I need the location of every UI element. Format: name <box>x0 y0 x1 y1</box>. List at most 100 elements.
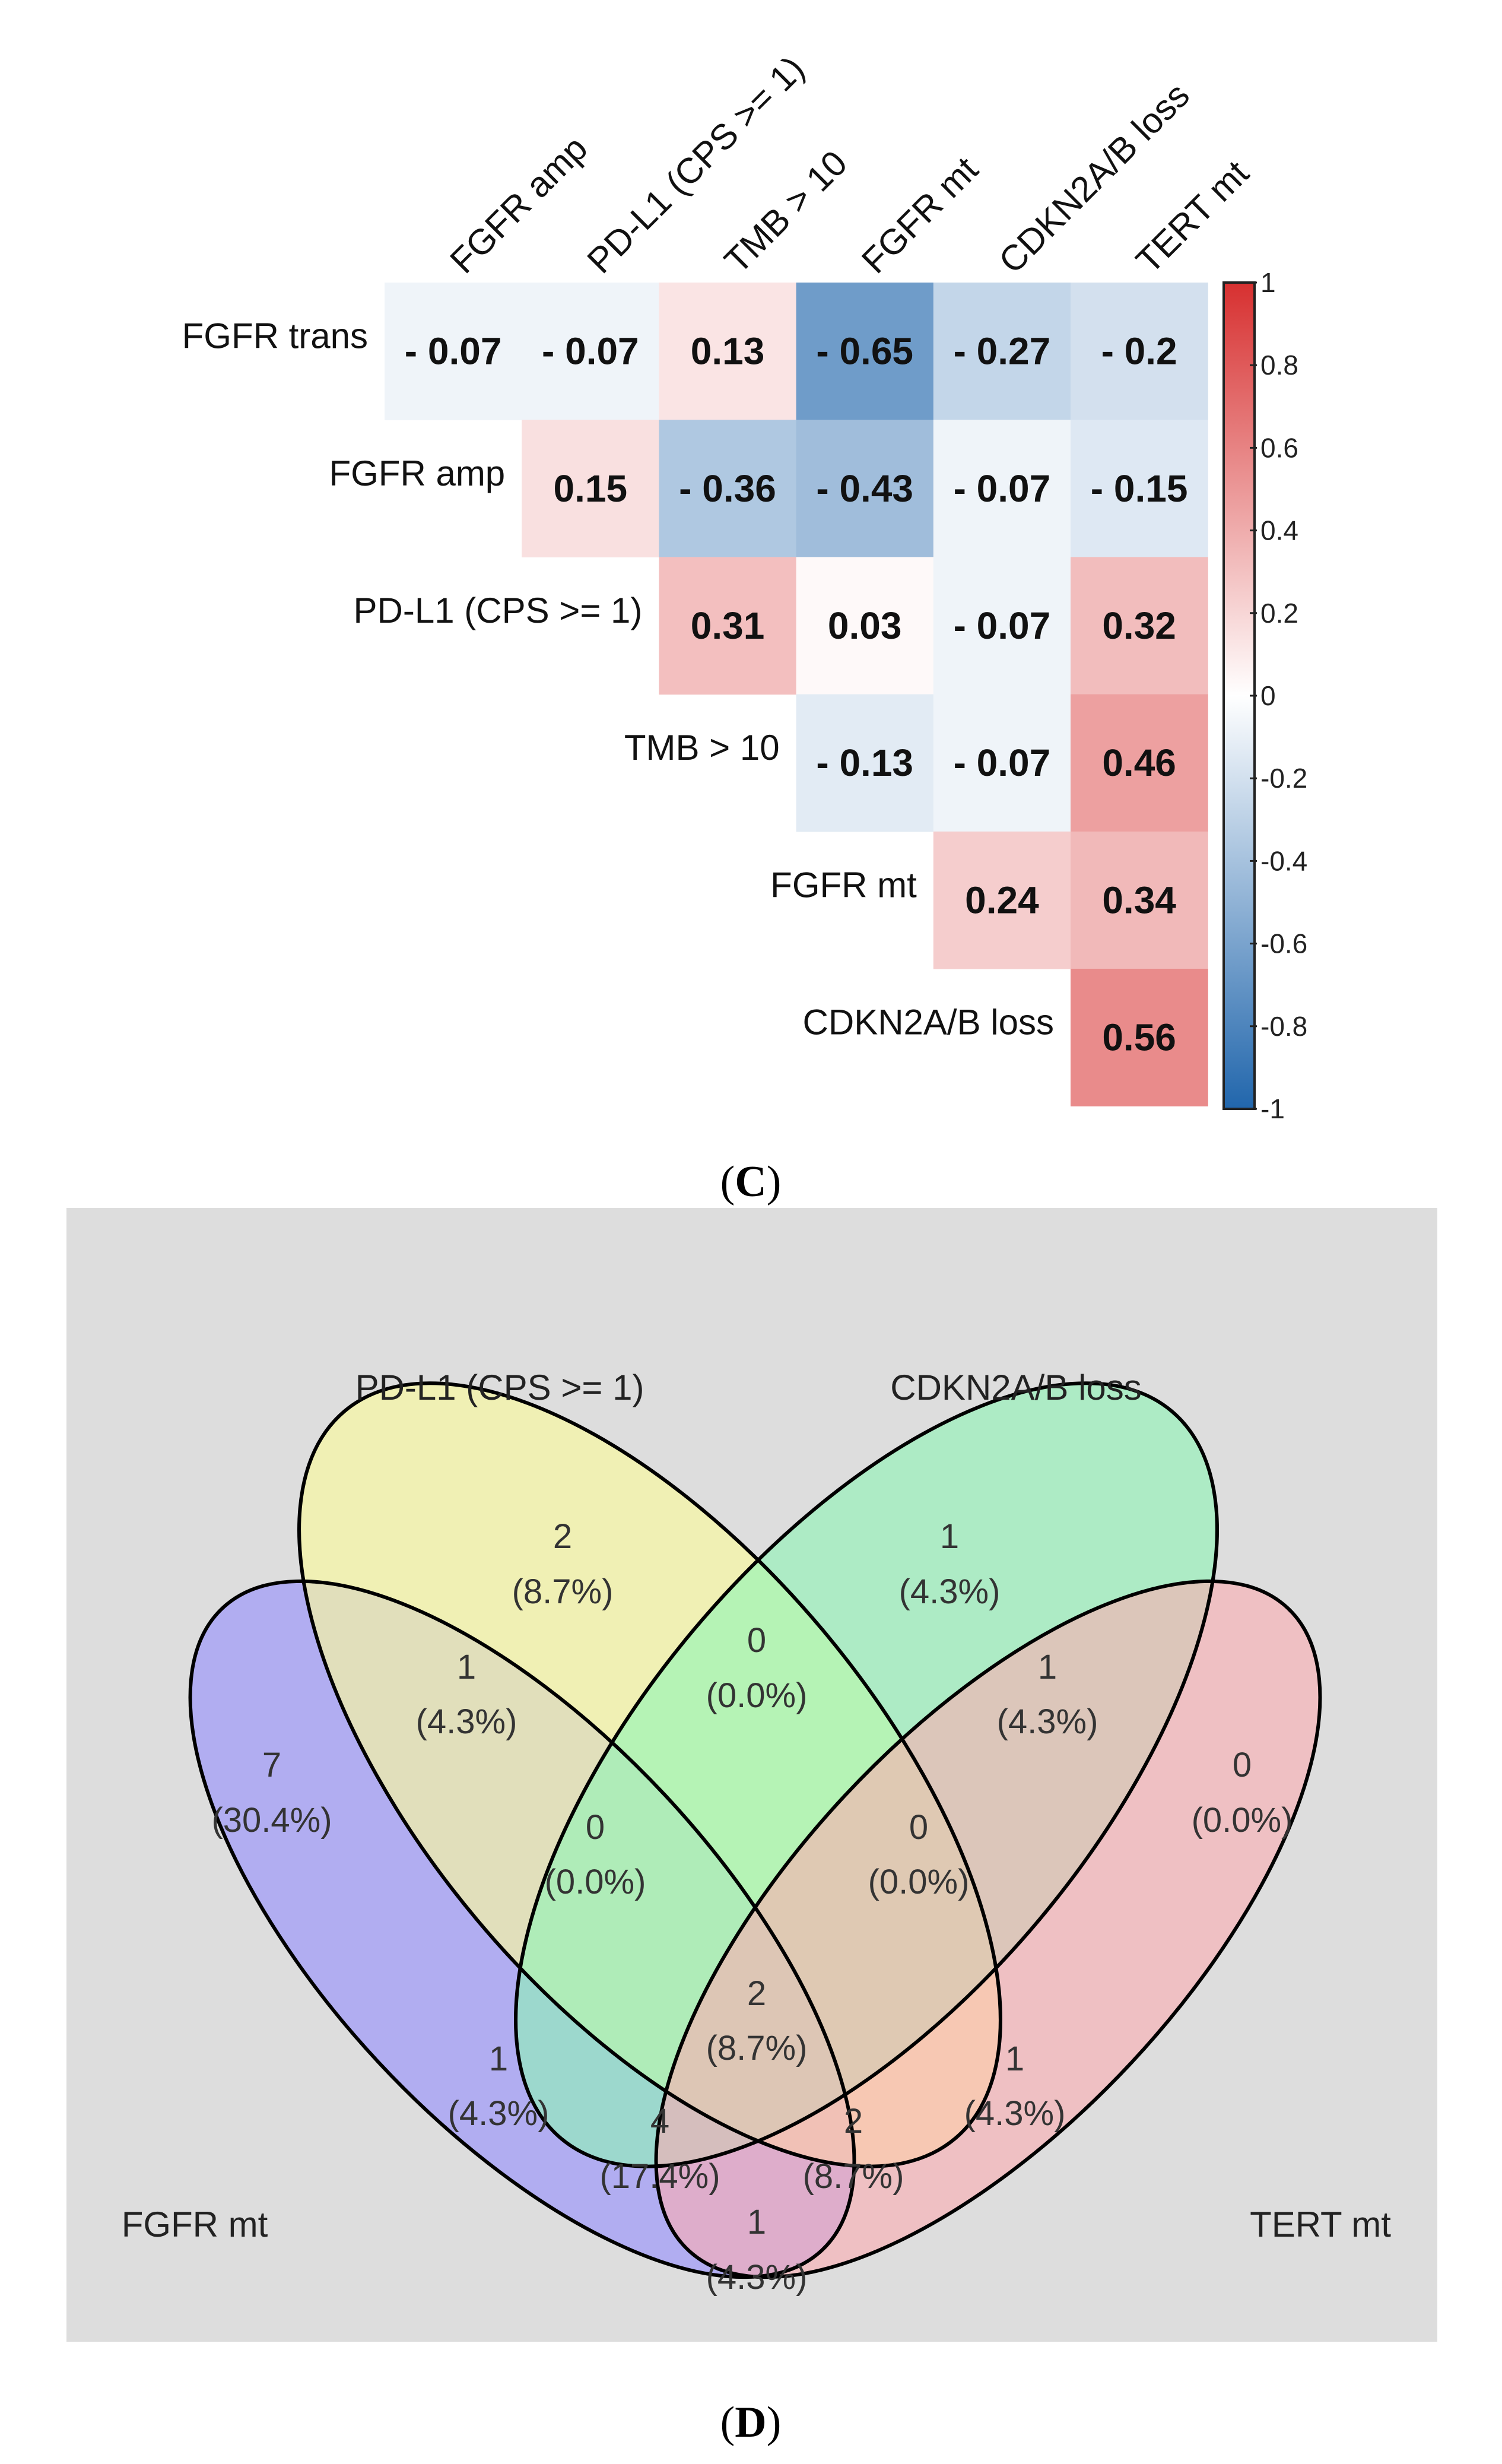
heatmap-cell <box>796 694 934 832</box>
heatmap-row-label: PD-L1 (CPS >= 1) <box>354 591 643 630</box>
panel-letter-c: C <box>735 1158 766 1206</box>
heatmap-column-label: FGFR amp <box>442 128 595 281</box>
region-percent: (0.0%) <box>706 1676 808 1715</box>
region-count: 1 <box>1005 2040 1024 2078</box>
region-count: 1 <box>940 1517 959 1556</box>
heatmap-column-label: TERT mt <box>1128 153 1256 281</box>
colorbar-tick-label: 0.6 <box>1260 432 1298 463</box>
heatmap-column-label: FGFR mt <box>854 149 986 281</box>
heatmap-cell <box>933 283 1071 420</box>
heatmap-cell <box>659 420 797 557</box>
heatmap-cell <box>385 283 522 420</box>
colorbar-tick-label: 0.2 <box>1260 598 1298 629</box>
region-percent: (0.0%) <box>545 1863 646 1901</box>
region-percent: (4.3%) <box>899 1572 1001 1611</box>
region-percent: (0.0%) <box>868 1863 970 1901</box>
panel-letter-d: D <box>735 2398 766 2447</box>
region-cdkn2ab-only: 1 (4.3%) <box>899 1517 1001 1611</box>
region-fgfr-cdkn2ab: 1 (4.3%) <box>448 2040 550 2133</box>
heatmap-cell <box>659 283 797 420</box>
region-cdkn2ab-tert: 1 (4.3%) <box>997 1648 1098 1741</box>
heatmap-row-label: FGFR trans <box>182 316 368 356</box>
region-fgfr-cdkn2ab-tert: 4 (17.4%) <box>599 2102 720 2196</box>
region-percent: (30.4%) <box>211 1801 332 1840</box>
venn-diagram: PD-L1 (CPS >= 1) CDKN2A/B loss FGFR mt T… <box>66 1208 1437 2342</box>
heatmap-value-label: - 0.07 <box>405 330 502 373</box>
panel-label-d: (D) <box>720 2398 782 2447</box>
heatmap-value-label: 0.24 <box>965 879 1039 921</box>
region-count: 7 <box>262 1746 281 1784</box>
heatmap-column-label: TMB > 10 <box>717 143 855 281</box>
set-label-fgfr-mt: FGFR mt <box>122 2205 268 2244</box>
heatmap-value-label: - 0.07 <box>954 467 1051 510</box>
heatmap-value-label: 0.13 <box>691 330 765 373</box>
venn-set-labels: PD-L1 (CPS >= 1) CDKN2A/B loss FGFR mt T… <box>122 1368 1392 2244</box>
region-percent: (4.3%) <box>706 2258 808 2297</box>
heatmap-value-label: - 0.65 <box>816 330 913 373</box>
heatmap-row-label: FGFR mt <box>770 865 917 905</box>
heatmap-row-label: CDKN2A/B loss <box>803 1003 1054 1042</box>
heatmap-cell <box>1071 557 1208 695</box>
region-percent: (8.7%) <box>706 2029 808 2067</box>
correlation-heatmap: - 0.07 - 0.07 0.13 - 0.65 - 0.27 - 0.2 0.15 - 0… <box>182 49 1308 1124</box>
region-count: 0 <box>586 1808 605 1847</box>
region-count: 1 <box>747 2203 766 2241</box>
region-pd-l1-cdkn2ab: 0 (0.0%) <box>706 1621 808 1715</box>
region-fgfr-pd-l1: 1 (4.3%) <box>416 1648 517 1741</box>
set-label-pd-l1: PD-L1 (CPS >= 1) <box>355 1368 644 1407</box>
region-fgfr-tert: 1 (4.3%) <box>706 2203 808 2297</box>
region-percent: (4.3%) <box>416 1702 517 1741</box>
region-tert-mt-only: 0 (0.0%) <box>1192 1746 1293 1840</box>
heatmap-cell <box>796 420 934 557</box>
heatmap-cells <box>385 283 1208 1106</box>
region-pd-l1-only: 2 (8.7%) <box>512 1517 614 1611</box>
region-percent: (0.0%) <box>1192 1801 1293 1840</box>
venn-ellipses <box>188 1381 1322 2279</box>
region-count: 2 <box>553 1517 572 1556</box>
region-percent: (4.3%) <box>997 1702 1098 1741</box>
region-count: 2 <box>844 2102 863 2140</box>
heatmap-cell <box>933 420 1071 557</box>
colorbar-gradient <box>1222 281 1256 1110</box>
colorbar-tick-label: 0.4 <box>1260 515 1298 546</box>
heatmap-value-label: - 0.15 <box>1091 467 1188 510</box>
region-fgfr-mt-only: 7 (30.4%) <box>211 1746 332 1840</box>
heatmap-cell <box>796 283 934 420</box>
colorbar-tick-label: -0.4 <box>1260 845 1307 876</box>
region-percent: (8.7%) <box>512 1572 614 1611</box>
heatmap-row-label: TMB > 10 <box>624 728 780 768</box>
heatmap-value-label: 0.34 <box>1102 879 1176 921</box>
heatmap-cell <box>1071 694 1208 832</box>
heatmap-cell <box>522 420 659 557</box>
region-fgfr-pd-l1-cdkn2ab: 0 (0.0%) <box>545 1808 646 1901</box>
heatmap-value-labels: - 0.07 - 0.07 0.13 - 0.65 - 0.27 - 0.2 0.15 - 0… <box>405 330 1188 1059</box>
heatmap-cell <box>933 694 1071 832</box>
heatmap-cell <box>522 283 659 420</box>
region-fgfr-pd-l1-tert: 2 (8.7%) <box>803 2102 904 2196</box>
heatmap-cell <box>933 557 1071 695</box>
heatmap-value-label: 0.31 <box>691 604 765 647</box>
heatmap-value-label: 0.32 <box>1102 604 1176 647</box>
heatmap-value-label: - 0.13 <box>816 741 913 784</box>
region-percent: (8.7%) <box>803 2157 904 2196</box>
heatmap-value-label: - 0.07 <box>954 604 1051 647</box>
colorbar: 1 0.8 0.6 0.4 0.2 0 -0.2 -0.4 -0.6 -0.8 -1 <box>1222 267 1307 1124</box>
heatmap-cell <box>1071 831 1208 969</box>
set-label-cdkn2ab-loss: CDKN2A/B loss <box>890 1368 1141 1407</box>
region-pd-l1-cdkn2ab-tert: 0 (0.0%) <box>868 1808 970 1901</box>
colorbar-tick-label: -0.6 <box>1260 928 1307 959</box>
colorbar-tick-label: -1 <box>1260 1093 1285 1124</box>
region-all-four: 2 (8.7%) <box>706 1974 808 2067</box>
heatmap-cell <box>659 557 797 695</box>
region-pd-l1-tert: 1 (4.3%) <box>964 2040 1066 2133</box>
panel-label-c: (C) <box>720 1158 782 1206</box>
colorbar-tick-label: -0.8 <box>1260 1011 1307 1042</box>
colorbar-tick-label: 0 <box>1260 680 1276 711</box>
region-count: 1 <box>489 2040 508 2078</box>
heatmap-value-label: 0.56 <box>1102 1016 1176 1059</box>
heatmap-value-label: - 0.07 <box>954 741 1051 784</box>
heatmap-cell <box>796 557 934 695</box>
region-count: 0 <box>1233 1746 1252 1784</box>
